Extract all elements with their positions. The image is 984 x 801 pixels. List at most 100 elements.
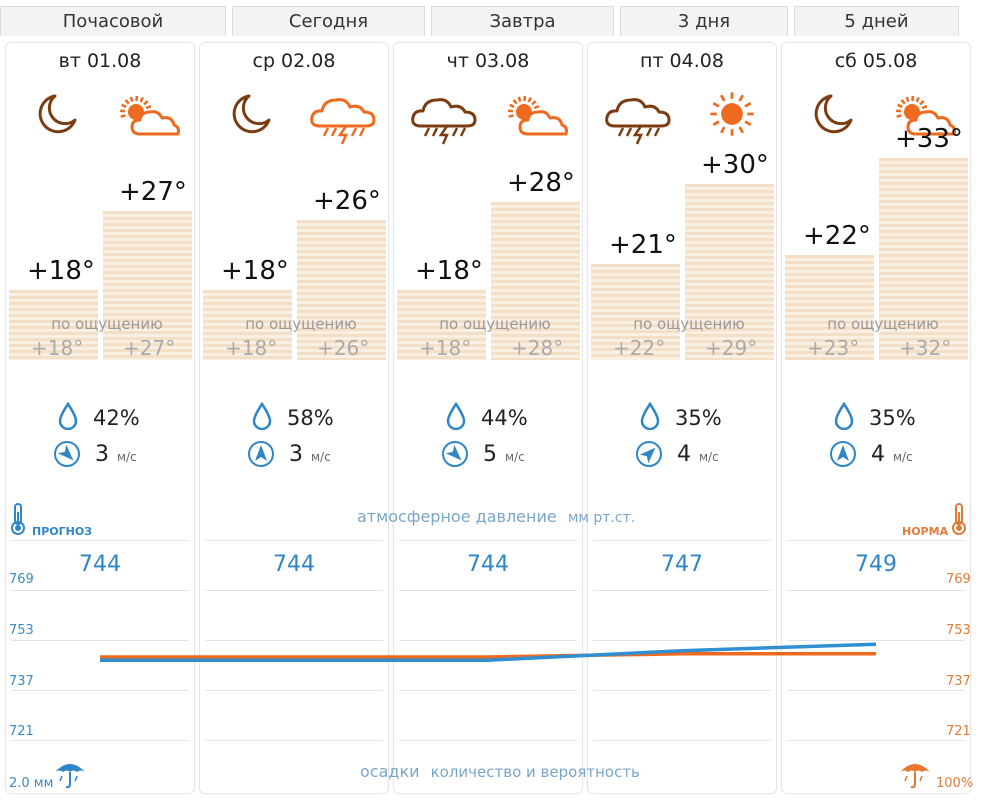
grid-line [787,590,965,591]
day-column[interactable] [5,42,195,794]
humidity-value: 42% [93,406,140,430]
grid-line [399,640,577,641]
grid-line [593,590,771,591]
tab-5-days[interactable]: 5 дней [794,6,959,36]
grid-line [399,540,577,541]
thunderstorm-cloud-icon [306,92,382,152]
grid-line [205,590,383,591]
precip-probability-label: 100% [936,776,974,791]
moon-icon [227,90,275,142]
sun-cloud-icon [498,90,578,146]
pressure-value: 747 [661,552,703,577]
humidity-drop-icon [57,401,79,434]
humidity-drop-icon [833,401,855,434]
temp-bar-day [297,219,386,360]
day-column[interactable] [587,42,777,794]
pressure-value: 744 [467,552,509,577]
grid-line [11,740,189,741]
feels-like-label: по ощущению [439,315,551,333]
grid-line [399,690,577,691]
humidity-drop-icon [445,401,467,434]
wind-direction-icon [635,440,663,472]
umbrella-orange-icon [898,758,932,794]
wind-direction-icon [247,440,275,472]
sun-icon [706,88,758,144]
temp-bar-night [397,290,486,360]
grid-line [787,540,965,541]
temp-day: +27° [119,176,187,207]
tick-right-721: 721 [946,724,971,739]
grid-line [11,690,189,691]
day-column[interactable] [393,42,583,794]
temp-bar-day [103,210,192,360]
grid-line [787,740,965,741]
temp-day: +33° [895,124,963,154]
grid-line [593,690,771,691]
humidity-drop-icon [639,401,661,434]
wind-unit: м/с [893,450,913,464]
grid-line [11,590,189,591]
grid-line [787,690,965,691]
feels-night: +18° [31,336,84,360]
grid-line [593,740,771,741]
temp-day: +30° [701,150,769,181]
wind-direction-icon [829,440,857,472]
grid-line [205,690,383,691]
feels-like-label: по ощущению [827,315,939,333]
temp-night: +18° [221,256,289,286]
tab-hourly[interactable]: Почасовой [0,6,226,36]
moon-icon [33,90,81,142]
thunderstorm-cloud-icon [601,92,677,152]
feels-day: +26° [317,336,370,360]
legend-forecast: ПРОГНОЗ [32,525,93,538]
tab-today[interactable]: Сегодня [232,6,425,36]
precip-amount-label: 2.0 мм [9,776,54,791]
wind-unit: м/с [699,450,719,464]
humidity-value: 58% [287,406,334,430]
temp-night: +22° [803,220,871,251]
thermometer-forecast-icon [9,502,27,540]
wind-speed: 4 м/с [871,442,913,467]
grid-line [593,640,771,641]
pressure-value: 749 [855,552,897,577]
humidity-value: 35% [869,406,916,430]
humidity-drop-icon [251,401,273,434]
temp-bar-day [879,158,968,360]
grid-line [787,640,965,641]
temp-bar-day [491,202,580,360]
humidity-value: 35% [675,406,722,430]
wind-speed: 3 м/с [289,442,331,467]
feels-day: +32° [899,336,952,360]
feels-day: +29° [705,336,758,360]
feels-night: +18° [225,336,278,360]
feels-like-label: по ощущению [51,315,163,333]
grid-line [205,740,383,741]
wind-direction-icon [441,440,469,472]
pressure-norm-line [100,652,876,659]
feels-night: +22° [613,336,666,360]
grid-line [399,590,577,591]
sun-cloud-icon [886,90,966,146]
temp-bar-day [685,184,774,360]
feels-like-label: по ощущению [245,315,357,333]
day-date: вт 01.08 [58,50,142,72]
forecast-tabs: Почасовой Сегодня Завтра 3 дня 5 дней [0,0,984,38]
temp-day: +26° [313,185,381,216]
tick-left-737: 737 [9,674,34,689]
temp-bar-night [785,254,874,360]
grid-line [399,740,577,741]
pressure-title: атмосферное давление мм рт.ст. [357,507,636,526]
wind-unit: м/с [311,450,331,464]
wind-unit: м/с [117,450,137,464]
wind-speed: 5 м/с [483,442,525,467]
tick-right-737: 737 [946,674,971,689]
tick-left-753: 753 [9,623,34,638]
day-column[interactable] [199,42,389,794]
wind-speed: 4 м/с [677,442,719,467]
feels-like-label: по ощущению [633,315,745,333]
tab-tomorrow[interactable]: Завтра [431,6,614,36]
feels-night: +18° [419,336,472,360]
thermometer-norm-icon [950,502,968,540]
tab-3-days[interactable]: 3 дня [620,6,788,36]
